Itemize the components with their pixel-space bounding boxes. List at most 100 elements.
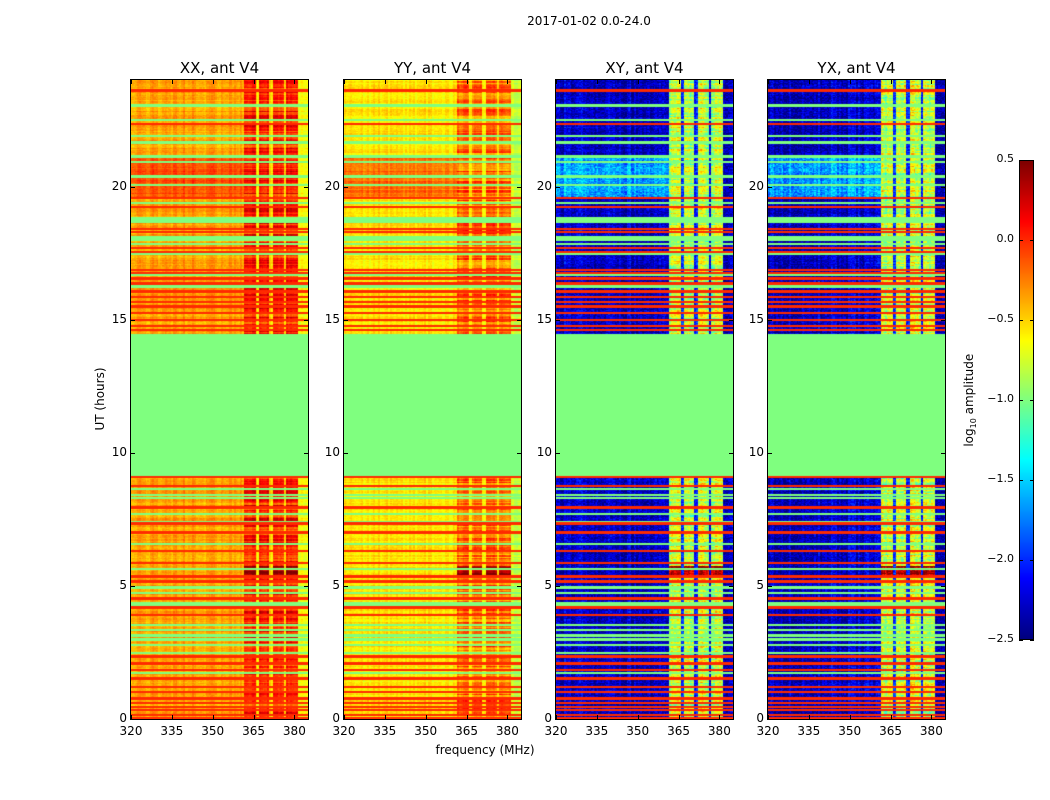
x-tick-label: 380 bbox=[282, 724, 306, 738]
x-tick-mark bbox=[678, 80, 680, 84]
x-tick-mark bbox=[808, 715, 810, 719]
heatmap-yx bbox=[768, 80, 945, 719]
y-tick-mark bbox=[556, 186, 560, 188]
y-tick-mark bbox=[131, 585, 135, 587]
y-tick-mark bbox=[344, 186, 348, 188]
y-tick-mark bbox=[729, 719, 733, 720]
heatmap-panel-yx bbox=[767, 79, 946, 720]
y-tick-label: 15 bbox=[324, 311, 340, 326]
heatmap-yy bbox=[344, 80, 521, 719]
x-tick-mark bbox=[637, 715, 639, 719]
y-tick-mark bbox=[131, 186, 135, 188]
y-tick-label: 0 bbox=[756, 711, 764, 725]
colorbar-tick-label: −1.5 bbox=[987, 472, 1014, 485]
y-axis-label: UT (hours) bbox=[93, 367, 107, 431]
y-tick-label: 20 bbox=[748, 178, 764, 193]
colorbar-tick-mark bbox=[1030, 640, 1034, 641]
colorbar-tick-label: 0.5 bbox=[996, 152, 1015, 165]
x-tick-mark bbox=[637, 80, 639, 84]
x-tick-label: 335 bbox=[797, 724, 821, 738]
x-tick-mark bbox=[849, 80, 851, 84]
x-tick-mark bbox=[253, 715, 255, 719]
x-tick-mark bbox=[890, 80, 892, 84]
x-tick-mark bbox=[131, 715, 132, 719]
heatmap-panel-xx bbox=[130, 79, 309, 720]
x-tick-label: 335 bbox=[373, 724, 397, 738]
y-tick-label: 10 bbox=[748, 444, 764, 459]
x-tick-mark bbox=[556, 80, 557, 84]
x-tick-mark bbox=[384, 715, 386, 719]
x-tick-label: 320 bbox=[756, 724, 780, 738]
colorbar-tick-label: 0.0 bbox=[996, 232, 1015, 245]
y-tick-mark bbox=[941, 186, 945, 188]
colorbar-tick-label: −2.0 bbox=[987, 552, 1014, 565]
y-tick-mark bbox=[556, 585, 560, 587]
colorbar-tick-mark bbox=[1019, 160, 1023, 161]
x-tick-label: 320 bbox=[119, 724, 143, 738]
x-tick-label: 320 bbox=[332, 724, 356, 738]
y-tick-mark bbox=[941, 719, 945, 720]
x-tick-mark bbox=[556, 715, 557, 719]
y-tick-label: 5 bbox=[119, 577, 127, 592]
y-tick-mark bbox=[304, 719, 308, 720]
x-tick-mark bbox=[768, 80, 769, 84]
x-axis-label: frequency (MHz) bbox=[435, 743, 535, 757]
x-tick-label: 365 bbox=[667, 724, 690, 738]
y-tick-label: 15 bbox=[111, 311, 127, 326]
y-tick-mark bbox=[517, 585, 521, 587]
x-tick-mark bbox=[294, 715, 296, 719]
x-tick-label: 380 bbox=[495, 724, 519, 738]
x-tick-mark bbox=[212, 715, 214, 719]
y-tick-mark bbox=[344, 585, 348, 587]
x-tick-label: 365 bbox=[455, 724, 478, 738]
x-tick-mark bbox=[466, 80, 468, 84]
y-tick-label: 15 bbox=[536, 311, 552, 326]
colorbar-tick-mark bbox=[1030, 400, 1034, 401]
y-tick-mark bbox=[344, 719, 348, 720]
x-tick-mark bbox=[344, 715, 345, 719]
panel-title-yx: YX, ant V4 bbox=[817, 59, 896, 77]
y-tick-mark bbox=[344, 319, 348, 321]
x-tick-mark bbox=[931, 715, 933, 719]
x-tick-mark bbox=[425, 715, 427, 719]
y-tick-mark bbox=[344, 452, 348, 454]
y-tick-label: 0 bbox=[119, 711, 127, 725]
heatmap-panel-xy bbox=[555, 79, 734, 720]
y-tick-label: 20 bbox=[324, 178, 340, 193]
x-tick-label: 335 bbox=[160, 724, 184, 738]
x-tick-mark bbox=[849, 715, 851, 719]
y-tick-mark bbox=[768, 452, 772, 454]
y-tick-mark bbox=[941, 319, 945, 321]
x-tick-mark bbox=[344, 80, 345, 84]
x-tick-label: 350 bbox=[414, 724, 438, 738]
heatmap-xy bbox=[556, 80, 733, 719]
y-tick-mark bbox=[941, 585, 945, 587]
panel-title-xy: XY, ant V4 bbox=[605, 59, 684, 77]
y-tick-label: 5 bbox=[544, 577, 552, 592]
y-tick-label: 0 bbox=[544, 711, 552, 725]
x-tick-label: 350 bbox=[201, 724, 225, 738]
y-tick-label: 20 bbox=[536, 178, 552, 193]
y-tick-label: 20 bbox=[111, 178, 127, 193]
colorbar-label-prefix: log bbox=[961, 428, 976, 447]
x-tick-mark bbox=[507, 80, 509, 84]
colorbar-tick-mark bbox=[1030, 480, 1034, 481]
x-tick-mark bbox=[294, 80, 296, 84]
colorbar-label-sub: 10 bbox=[969, 418, 979, 429]
colorbar-tick-mark bbox=[1030, 240, 1034, 241]
colorbar-tick-mark bbox=[1019, 480, 1023, 481]
y-tick-mark bbox=[768, 585, 772, 587]
y-tick-mark bbox=[556, 452, 560, 454]
colorbar-tick-mark bbox=[1019, 640, 1023, 641]
y-tick-mark bbox=[517, 186, 521, 188]
y-tick-label: 10 bbox=[324, 444, 340, 459]
colorbar-tick-mark bbox=[1030, 560, 1034, 561]
x-tick-mark bbox=[253, 80, 255, 84]
y-tick-mark bbox=[556, 319, 560, 321]
x-tick-mark bbox=[596, 80, 598, 84]
x-tick-label: 365 bbox=[242, 724, 265, 738]
y-tick-mark bbox=[304, 319, 308, 321]
x-tick-mark bbox=[719, 80, 721, 84]
colorbar-tick-mark bbox=[1030, 160, 1034, 161]
y-tick-mark bbox=[729, 452, 733, 454]
